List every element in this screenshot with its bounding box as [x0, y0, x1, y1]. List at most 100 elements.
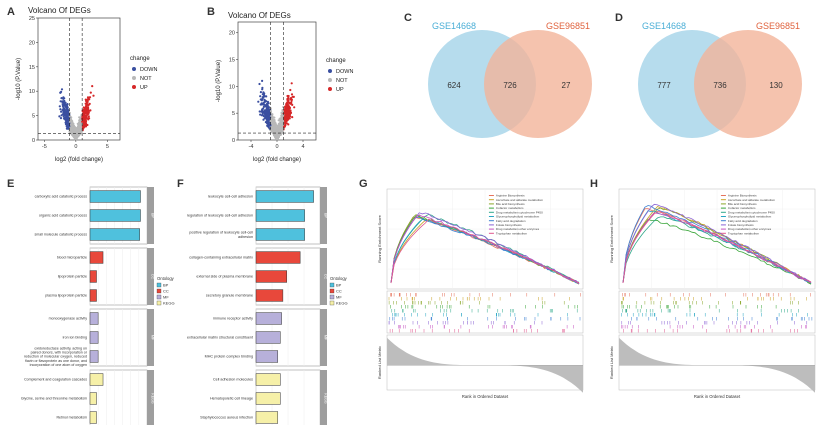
- legend-swatch: [329, 294, 335, 300]
- volcano-point: [259, 91, 262, 94]
- x-tick-label: 4: [301, 144, 304, 150]
- volcano-point: [73, 126, 76, 129]
- group-strip-label: CC: [151, 274, 155, 280]
- volcano-point: [279, 120, 282, 123]
- enrichment-bar-chart-e: BP carboxylic acid catabolic process organ…: [21, 186, 175, 425]
- volcano-point: [284, 108, 287, 111]
- legend-entry: CC: [336, 289, 342, 294]
- es-curve: [390, 214, 580, 284]
- volcano-point: [273, 124, 276, 127]
- volcano-point: [63, 102, 66, 105]
- volcano-point: [275, 137, 279, 140]
- volcano-point: [288, 106, 291, 109]
- volcano-point: [58, 105, 61, 108]
- volcano-point: [88, 102, 91, 105]
- volcano-point: [84, 110, 87, 113]
- volcano-point: [264, 121, 267, 124]
- bar-label: extracellular matrix structural constitu…: [187, 336, 253, 340]
- panel-label-a: A: [7, 6, 15, 18]
- chart-title: Volcano Of DEGs: [228, 11, 291, 20]
- volcano-point: [290, 93, 294, 96]
- volcano-point: [61, 109, 64, 112]
- volcano-point: [60, 90, 63, 93]
- volcano-point: [69, 123, 73, 126]
- volcano-point: [83, 115, 86, 118]
- volcano-point: [85, 104, 88, 107]
- axes: -4 0 4 0 5 10 15 20: [229, 22, 316, 150]
- volcano-point: [291, 116, 294, 119]
- gsea-chart-g: Running Enrichment Score Arginine Biosynt…: [377, 188, 584, 399]
- legend-entry-not: NOT: [336, 78, 348, 84]
- legend-entry: Drug metabolism other enzymes: [728, 227, 772, 231]
- bar-label: lipoprotein particle: [58, 275, 87, 279]
- bar-label: blood microparticle: [57, 256, 87, 260]
- group-strip: [320, 370, 327, 425]
- group-strip: [320, 248, 327, 305]
- volcano-point: [262, 91, 265, 94]
- legend-entry: Fatty acid degradation: [728, 219, 758, 223]
- volcano-point: [263, 95, 266, 98]
- volcano-point: [62, 115, 65, 118]
- volcano-point: [79, 127, 83, 130]
- volcano-point: [274, 125, 277, 129]
- bar-label-line: incorporation of one atom of oxygen: [30, 363, 87, 367]
- bar: [255, 312, 282, 325]
- volcano-point: [73, 135, 76, 138]
- legend-entry: Glycerophospholipid metabolism: [728, 215, 772, 219]
- volcano-point: [63, 99, 66, 103]
- volcano-point: [76, 122, 79, 125]
- bar-label: Glycine, serine and threonine metabolism: [21, 397, 87, 401]
- group-strip-label: KEGG: [324, 393, 328, 404]
- volcano-point: [82, 110, 85, 113]
- venn-value-right: 27: [562, 81, 571, 90]
- y-tick-label: 0: [232, 138, 235, 144]
- volcano-point: [291, 103, 294, 106]
- y-tick-label: 20: [229, 31, 235, 37]
- bar-label: immune receptor activity: [213, 317, 253, 321]
- group-strip: [147, 187, 154, 244]
- volcano-point: [267, 109, 270, 112]
- volcano-point: [289, 102, 292, 105]
- volcano-point: [65, 121, 68, 124]
- hits-panel: [618, 290, 816, 334]
- volcano-point: [276, 138, 279, 141]
- bar: [89, 350, 99, 363]
- x-axis-label: log2 (fold change): [253, 157, 301, 163]
- bar: [255, 331, 281, 344]
- volcano-point: [65, 116, 68, 119]
- venn-diagram-c: GSE14668 GSE96851 624 726 27: [428, 21, 592, 138]
- volcano-point: [284, 116, 287, 119]
- legend-entry: Cofactor metabolism: [496, 206, 524, 210]
- bar-label-line: positive regulation of leukocyte cell-ce…: [189, 231, 253, 235]
- y-tick-label: 10: [29, 89, 35, 95]
- volcano-point: [261, 88, 264, 91]
- volcano-point: [82, 106, 85, 109]
- legend-entry: Folate biosynthesis: [496, 223, 522, 227]
- volcano-point: [273, 127, 276, 130]
- legend-marker-down: [328, 69, 332, 73]
- panel-label-g: G: [359, 178, 368, 190]
- bar: [89, 228, 140, 241]
- legend-entry: Bile acid biosynthesis: [496, 202, 525, 206]
- volcano-point: [68, 125, 71, 128]
- volcano-point: [265, 111, 268, 114]
- bar-label: Hematopoietic cell lineage: [210, 397, 253, 401]
- volcano-point: [262, 103, 265, 106]
- volcano-points: [58, 85, 95, 141]
- y-tick-label: 0: [32, 138, 35, 144]
- volcano-point: [59, 108, 62, 111]
- bar-label: organic acid catabolic process: [39, 214, 87, 218]
- group-strip: [147, 309, 154, 366]
- legend-entry: MF: [163, 295, 169, 300]
- x-tick-label: 5: [106, 144, 109, 150]
- volcano-point: [69, 124, 72, 128]
- bar-label: iron ion binding: [63, 336, 87, 340]
- bar-label: Staphylococcus aureus infection: [200, 416, 253, 420]
- venn-value-left: 777: [657, 81, 671, 90]
- volcano-point: [66, 114, 69, 117]
- volcano-point: [87, 112, 90, 115]
- legend-title: change: [130, 56, 150, 62]
- legend-title: Ontology: [330, 276, 348, 281]
- legend-entry: Tryptophan metabolism: [496, 231, 528, 235]
- volcano-point: [259, 113, 262, 116]
